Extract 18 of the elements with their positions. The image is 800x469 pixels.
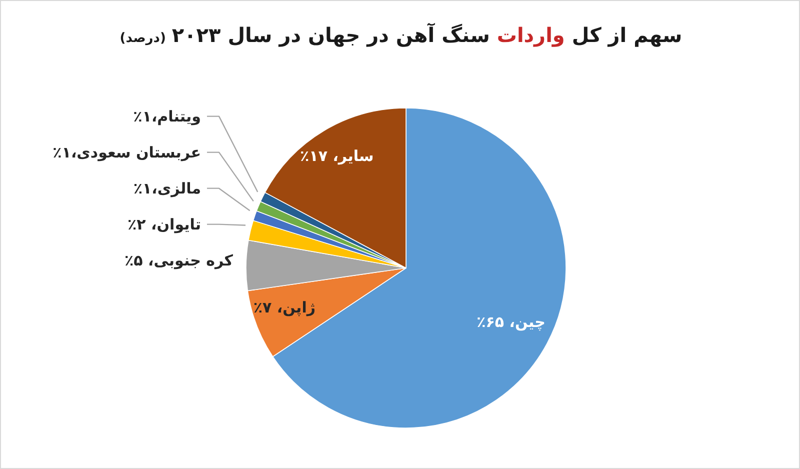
data-label: ،۱٪ (52, 143, 77, 162)
slice-label: سایر (337, 146, 374, 165)
data-label: ،۱٪ (133, 107, 158, 126)
slice-label: ویتنام (157, 107, 201, 126)
slice-label: کره جنوبی (154, 251, 234, 270)
slice-label: ژاپن (282, 298, 316, 317)
chart-title: سهم از کل واردات سنگ آهن در جهان در سال ۲۰۲۳ (172, 23, 682, 47)
data-label: ، ۵٪ (124, 251, 154, 270)
slice-label: مالزی (157, 179, 201, 198)
data-label: ، ۷٪ (253, 298, 283, 317)
slice-label: عربستان سعودی (76, 143, 201, 162)
data-label: ، ۲٪ (128, 215, 157, 234)
data-label: ،۱٪ (133, 179, 158, 198)
chart-subtitle: (درصد) (120, 31, 166, 46)
slice-label: تایوان (156, 215, 201, 234)
slice-label: چین (514, 312, 546, 331)
data-label: ، ۱۷٪ (300, 146, 338, 165)
data-label: ، ۶۵٪ (476, 312, 515, 331)
